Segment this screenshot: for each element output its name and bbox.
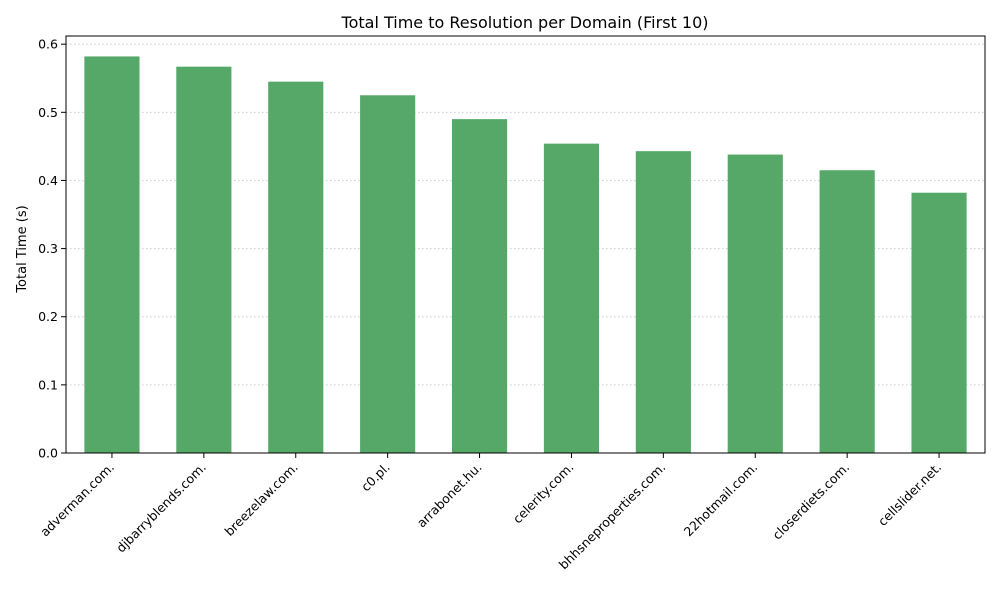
x-tick-label: closerdiets.com.: [769, 460, 852, 543]
axes: [65, 35, 986, 454]
x-tick-label: cellslider.net.: [875, 460, 944, 529]
x-tick-label: celerity.com.: [510, 460, 577, 527]
x-tick-label: djbarryblends.com.: [113, 460, 209, 556]
y-tick-label: 0.5: [38, 105, 58, 120]
bar: [819, 170, 875, 453]
bar: [84, 56, 140, 454]
x-tick-label: adverman.com.: [37, 460, 117, 540]
y-tick-label: 0.4: [38, 173, 58, 188]
bar: [543, 143, 600, 453]
y-tick-label: 0.0: [38, 446, 58, 461]
x-ticks: adverman.com.djbarryblends.com. breezelaw…: [37, 453, 944, 572]
y-axis-label: Total Time (s): [15, 205, 30, 293]
bars: [84, 56, 967, 454]
bar: [176, 66, 232, 453]
bar: [911, 192, 967, 453]
y-tick-label: 0.2: [38, 309, 58, 324]
plot-frame: [65, 35, 986, 454]
x-tick-label: c0.pl.: [358, 460, 393, 495]
y-tick-label: 0.6: [38, 37, 58, 52]
chart-title: Total Time to Resolution per Domain (Fir…: [341, 13, 709, 32]
y-tick-label: 0.1: [38, 377, 58, 392]
y-ticks: 0.0 0.1 0.2 0.3 0.4 0.5 0.6: [38, 37, 66, 461]
x-tick-label: breezelaw.com.: [221, 460, 300, 539]
bar: [360, 95, 416, 453]
bar: [635, 151, 691, 453]
y-tick-label: 0.3: [38, 241, 58, 256]
bar: [727, 154, 783, 453]
x-tick-label: arrabonet.hu.: [414, 460, 485, 531]
x-tick-label: 22hotmail.com.: [681, 460, 761, 540]
bar: [268, 81, 324, 453]
x-tick-label: bhhsneproperties.com.: [556, 460, 669, 573]
bar: [451, 119, 508, 454]
